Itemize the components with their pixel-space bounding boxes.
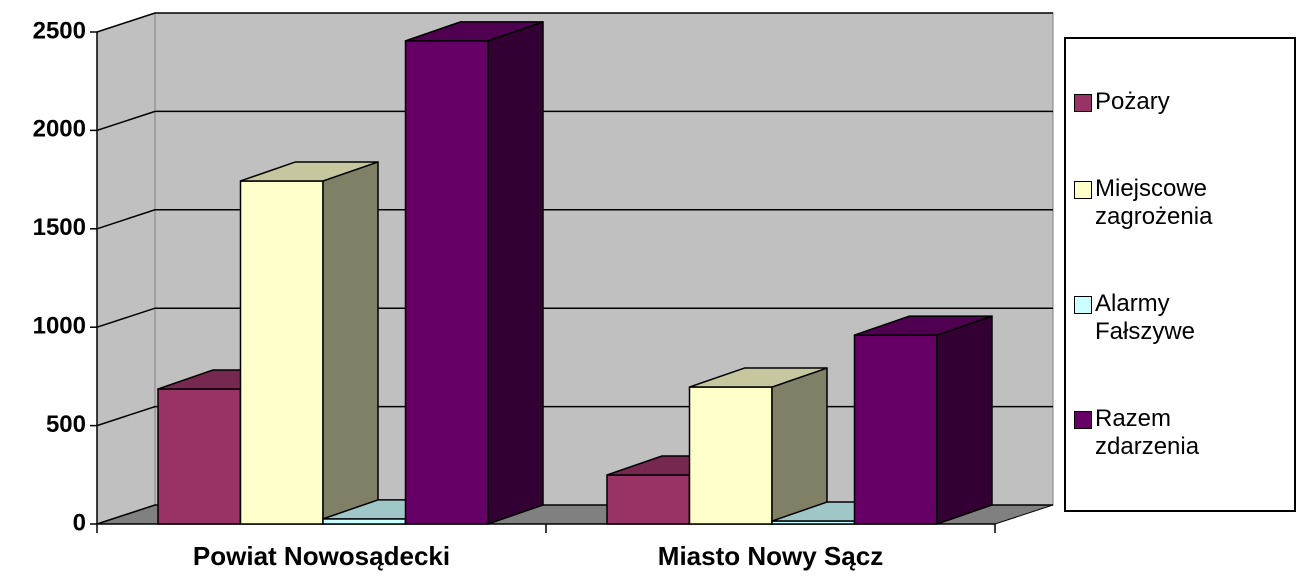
bar-top [404,21,544,42]
legend-label: Alarmy Fałszywe [1095,289,1196,345]
bar-front [606,474,691,525]
bar-side [487,21,544,525]
legend-item: Razem zdarzenia [1074,405,1294,461]
x-tick-label: Miasto Nowy Sącz [658,541,883,571]
side-wall [96,12,156,525]
y-tick-label: 2500 [33,17,86,44]
bar-top [853,315,993,336]
y-tick-label: 1500 [33,214,86,241]
y-tick-label: 500 [46,411,86,438]
bar [404,21,544,525]
grid-line [96,12,1053,33]
chart: 0 500 1000 1500 2000 2500 Powiat Nowosądecki Mi… [33,12,1054,571]
bar [688,367,828,525]
legend-swatch [1074,181,1092,200]
legend-item: Alarmy Fałszywe [1074,290,1294,346]
bar-side [322,161,379,525]
bar-front [688,386,773,525]
bar-top [239,161,379,182]
legend-swatch [1074,94,1092,113]
y-tick-label: 1000 [33,313,86,340]
bar-front [239,180,324,525]
legend-item: Pożary [1074,88,1294,116]
legend-item: Miejscowe zagrożenia [1074,175,1294,231]
grid-line [96,110,1053,132]
legend-label: Miejscowe zagrożenia [1095,175,1213,231]
grid-line [96,307,1053,328]
y-tick-label: 0 [73,509,86,536]
legend-label: Razem zdarzenia [1095,404,1200,460]
bar [853,315,993,525]
bar-top [688,367,828,388]
bar [239,161,379,525]
legend-swatch [1074,295,1092,314]
x-tick-label: Powiat Nowosądecki [193,541,450,571]
bar-front [322,518,407,525]
bar-front [404,40,489,525]
bar-side [771,367,828,525]
legend-swatch [1074,410,1092,429]
legend-label: Pożary [1095,88,1170,116]
bar-front [853,334,938,525]
legend: Pożary Miejscowe zagrożenia Alarmy Fałszyw… [1064,37,1296,512]
bar-side [936,315,993,525]
grid-line [96,209,1053,230]
bar-front [157,388,242,525]
y-tick-label: 2000 [33,116,86,143]
